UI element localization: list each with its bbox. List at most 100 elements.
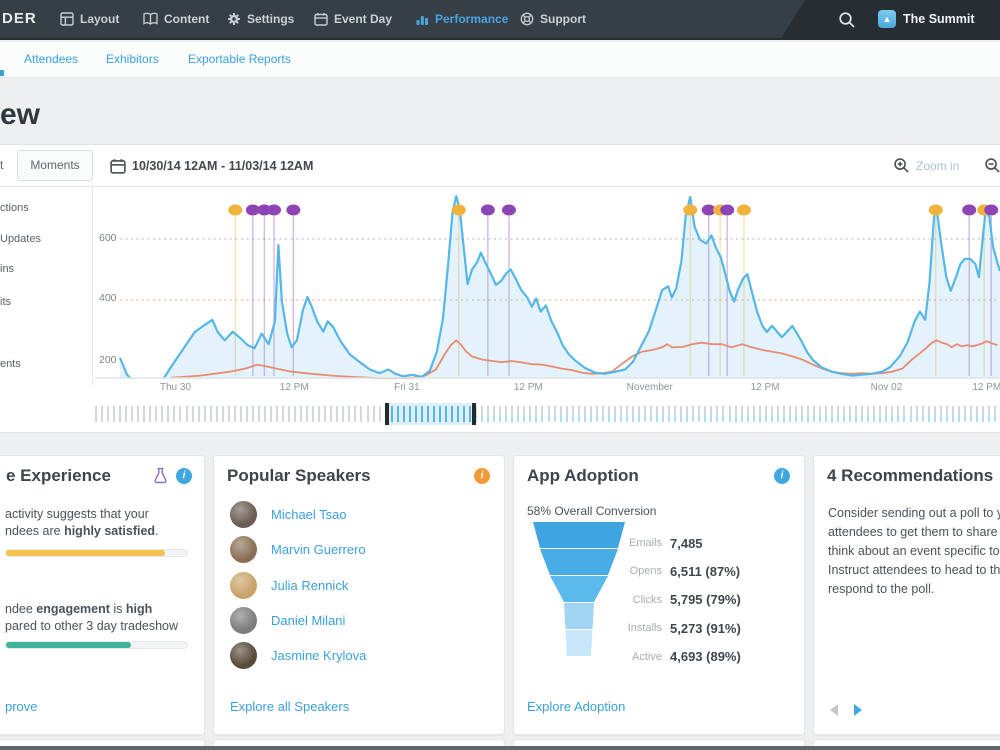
scrubber-handle-left[interactable] — [385, 403, 389, 425]
purple-moment-dot[interactable] — [501, 204, 516, 216]
scrubber-tick — [885, 406, 888, 422]
adoption-metric-label: Installs — [627, 622, 662, 635]
scrubber-tick — [559, 406, 562, 422]
engagement-chart[interactable] — [95, 186, 1000, 379]
scrubber-tick — [257, 406, 260, 422]
scrubber-selection[interactable] — [387, 403, 474, 425]
scrubber-tick — [294, 406, 297, 422]
scrubber-tick — [227, 406, 230, 422]
explore-adoption-link[interactable]: Explore Adoption — [527, 699, 626, 714]
scrubber-tick — [444, 406, 447, 422]
tab-moments[interactable]: Moments — [17, 150, 93, 181]
speaker-item: Daniel Milani — [230, 606, 346, 634]
adoption-metric-label: Emails — [628, 537, 662, 549]
purple-moment-dot[interactable] — [480, 204, 495, 216]
purple-moment-dot[interactable] — [286, 204, 301, 216]
scrubber-tick — [565, 406, 568, 422]
experience-improve-link[interactable]: prove — [5, 699, 38, 714]
yellow-moment-dot[interactable] — [683, 204, 698, 216]
scrubber-tick — [553, 406, 556, 422]
speaker-item: Jasmine Krylova — [230, 642, 367, 670]
adoption-info-icon[interactable]: i — [774, 468, 790, 484]
scrubber-tick — [583, 406, 586, 422]
x-tick-label: 12 PM — [513, 382, 543, 393]
purple-moment-dot[interactable] — [245, 204, 260, 216]
x-tick-label: Thu 30 — [159, 382, 191, 393]
y-tick-200: 200 — [99, 354, 117, 366]
scrubber-tick — [529, 406, 532, 422]
nav-item-event-day[interactable]: Event Day — [314, 0, 392, 38]
speaker-link[interactable]: Michael Tsao — [271, 507, 347, 522]
purple-moment-dot[interactable] — [720, 204, 735, 216]
scrubber-tick — [680, 406, 683, 422]
nav-item-performance[interactable]: Performance — [415, 0, 508, 38]
scrubber-tick — [945, 406, 948, 422]
scrubber-tick — [179, 406, 182, 422]
scrubber-tick — [547, 406, 550, 422]
nav-item-layout[interactable]: Layout — [60, 0, 119, 38]
nav-item-settings[interactable]: Settings — [227, 0, 294, 38]
next-recommendation-arrow[interactable] — [854, 704, 862, 716]
scrubber-tick — [360, 406, 363, 422]
scrubber-tick — [921, 406, 924, 422]
scrubber-tick — [644, 406, 647, 422]
yellow-moment-dot[interactable] — [228, 204, 243, 216]
purple-moment-dot[interactable] — [962, 204, 977, 216]
legend-item[interactable]: its — [0, 296, 11, 308]
scrubber-tick — [831, 406, 834, 422]
scrubber-tick — [903, 406, 906, 422]
yellow-moment-dot[interactable] — [451, 204, 466, 216]
scrubber-tick — [487, 406, 490, 422]
date-range[interactable]: 10/30/14 12AM - 11/03/14 12AM — [132, 159, 314, 173]
timeline-scrubber[interactable] — [95, 403, 1000, 425]
yellow-moment-dot[interactable] — [928, 204, 943, 216]
prev-recommendation-arrow[interactable] — [830, 704, 838, 716]
scrubber-tick — [710, 406, 713, 422]
zoom-out-control[interactable] — [984, 157, 1000, 179]
speaker-link[interactable]: Julia Rennick — [271, 577, 349, 593]
scrubber-tick — [879, 406, 882, 422]
nav-item-support[interactable]: Support — [520, 0, 586, 38]
legend-item[interactable]: ents — [0, 358, 21, 370]
tab-attendees[interactable]: Attendees — [24, 52, 79, 66]
speaker-link[interactable]: Jasmine Krylova — [271, 648, 367, 664]
scrubber-tick — [595, 406, 598, 422]
legend-item[interactable]: ins — [0, 263, 15, 275]
experience-info-icon[interactable]: i — [176, 468, 192, 484]
scrubber-tick — [143, 406, 146, 422]
explore-speakers-link[interactable]: Explore all Speakers — [230, 699, 350, 714]
yellow-moment-dot[interactable] — [736, 204, 751, 216]
purple-moment-dot[interactable] — [267, 204, 281, 216]
purple-moment-dot[interactable] — [701, 204, 716, 216]
top-nav: DER Layout Content Settings Event Day Pe… — [0, 0, 1000, 40]
event-switcher[interactable]: ▲ The Summit — [878, 0, 975, 38]
scrubber-handle-right[interactable] — [472, 403, 476, 425]
scrubber-tick — [975, 406, 978, 422]
next-row-card-stub — [813, 739, 1000, 750]
speaker-avatar — [230, 571, 257, 599]
tab-exhibitors[interactable]: Exhibitors — [106, 52, 159, 66]
layout-grid-icon — [60, 12, 74, 26]
purple-moment-dot[interactable] — [984, 204, 999, 216]
legend-item[interactable]: ctions — [0, 202, 29, 214]
tab-cutoff[interactable]: t — [0, 158, 4, 172]
purple-moment-dot[interactable] — [257, 204, 272, 216]
scrubber-tick — [263, 406, 266, 422]
scrubber-tick — [843, 406, 846, 422]
zoom-in-control[interactable]: Zoom in — [893, 157, 959, 174]
book-icon — [143, 12, 158, 26]
scrubber-tick — [191, 406, 194, 422]
scrubber-tick — [873, 406, 876, 422]
funnel-segment — [565, 630, 593, 656]
scrubber-tick — [993, 406, 996, 422]
engagement-chart-panel: t Moments 10/30/14 12AM - 11/03/14 12AM … — [0, 144, 1000, 433]
search-icon[interactable] — [838, 11, 856, 34]
tab-exportable-reports[interactable]: Exportable Reports — [188, 52, 291, 66]
speaker-link[interactable]: Marvin Guerrero — [271, 542, 366, 558]
nav-item-content[interactable]: Content — [143, 0, 209, 38]
speakers-info-icon[interactable]: i — [474, 468, 490, 484]
speaker-link[interactable]: Daniel Milani — [271, 612, 346, 628]
legend-item[interactable]: Updates — [0, 233, 41, 245]
recommendation-line: Consider sending out a poll to your — [828, 506, 1000, 520]
scrubber-tick — [800, 406, 803, 422]
